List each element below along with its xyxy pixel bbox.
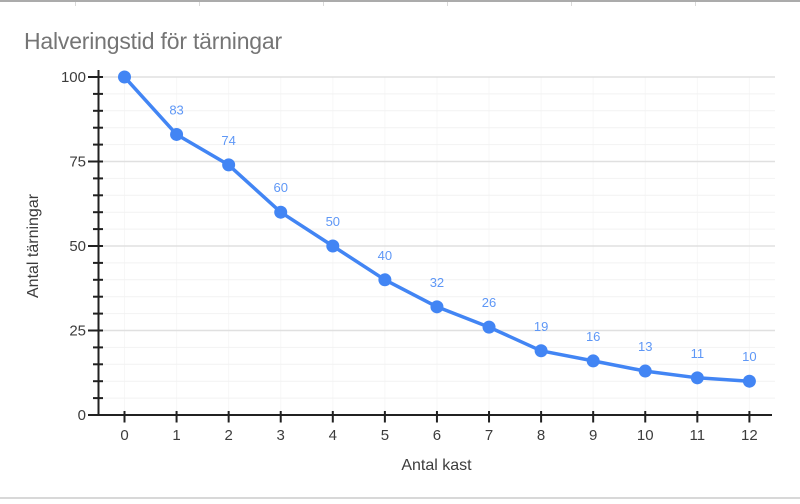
- x-tick-label: 3: [277, 427, 285, 444]
- y-tick-label: 0: [78, 407, 86, 424]
- chart-bottom-border: [0, 497, 800, 499]
- y-tick-label: 25: [69, 323, 86, 340]
- x-tick-labels: 0 1 2 3 4 5 6 7 8 9 10 11 12: [120, 427, 757, 444]
- data-point-label: 19: [534, 319, 548, 334]
- x-tick-label: 6: [433, 427, 441, 444]
- data-point[interactable]: [170, 127, 184, 141]
- y-tick-label: 50: [69, 238, 86, 255]
- spreadsheet-column-border-mark: [75, 2, 76, 6]
- x-tick-label: 8: [537, 427, 545, 444]
- data-point[interactable]: [638, 364, 652, 378]
- x-tick-label: 1: [172, 427, 180, 444]
- x-tick-label: 7: [485, 427, 493, 444]
- y-axis-ticks: [88, 76, 103, 416]
- axes: [88, 70, 772, 416]
- data-point-label: 32: [430, 275, 444, 290]
- spreadsheet-top-border: [0, 0, 800, 2]
- x-tick-label: 11: [690, 427, 706, 444]
- spreadsheet-column-border-mark: [695, 2, 696, 6]
- data-point[interactable]: [482, 320, 496, 334]
- x-tick-label: 0: [120, 427, 128, 444]
- spreadsheet-column-border-mark: [571, 2, 572, 6]
- horizontal-gridlines: [98, 76, 775, 399]
- chart-title: Halveringstid för tärningar: [24, 28, 282, 54]
- data-point[interactable]: [534, 344, 548, 358]
- data-point-label: 40: [378, 248, 392, 263]
- x-tick-label: 9: [589, 427, 597, 444]
- x-axis-ticks: [123, 411, 751, 423]
- data-points: [118, 70, 756, 388]
- data-point[interactable]: [378, 273, 392, 287]
- x-tick-label: 5: [381, 427, 389, 444]
- data-point-label: 83: [169, 102, 183, 117]
- x-tick-label: 2: [224, 427, 232, 444]
- y-tick-labels: 0 25 50 75 100: [61, 69, 86, 424]
- data-point[interactable]: [326, 239, 340, 253]
- data-point-label: 74: [221, 133, 235, 148]
- x-tick-label: 12: [741, 427, 758, 444]
- data-point[interactable]: [586, 354, 600, 368]
- spreadsheet-column-border-mark: [447, 2, 448, 6]
- data-point[interactable]: [430, 300, 444, 314]
- x-tick-label: 10: [637, 427, 654, 444]
- data-point[interactable]: [274, 205, 288, 219]
- spreadsheet-column-border-mark: [199, 2, 200, 6]
- data-point-label: 26: [482, 295, 496, 310]
- spreadsheet-column-border-mark: [323, 2, 324, 6]
- data-point-label: 10: [742, 349, 756, 364]
- data-point-label: 16: [586, 329, 600, 344]
- y-tick-label: 100: [61, 69, 86, 86]
- x-axis-title: Antal kast: [401, 457, 472, 474]
- data-point[interactable]: [222, 158, 236, 172]
- data-point[interactable]: [742, 374, 756, 388]
- data-labels: 83 74 60 50 40 32 26 19 16 13 11 10: [169, 102, 756, 364]
- data-point-label: 11: [691, 346, 705, 361]
- y-tick-label: 75: [69, 154, 86, 171]
- data-point[interactable]: [690, 371, 704, 385]
- x-tick-label: 4: [329, 427, 337, 444]
- data-point[interactable]: [118, 70, 131, 84]
- data-point-label: 50: [326, 214, 340, 229]
- data-point-label: 13: [638, 339, 652, 354]
- data-point-label: 60: [273, 180, 287, 195]
